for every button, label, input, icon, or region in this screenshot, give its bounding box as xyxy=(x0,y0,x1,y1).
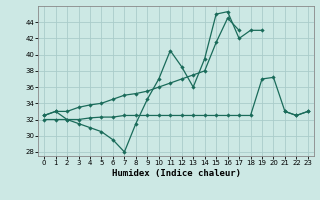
X-axis label: Humidex (Indice chaleur): Humidex (Indice chaleur) xyxy=(111,169,241,178)
